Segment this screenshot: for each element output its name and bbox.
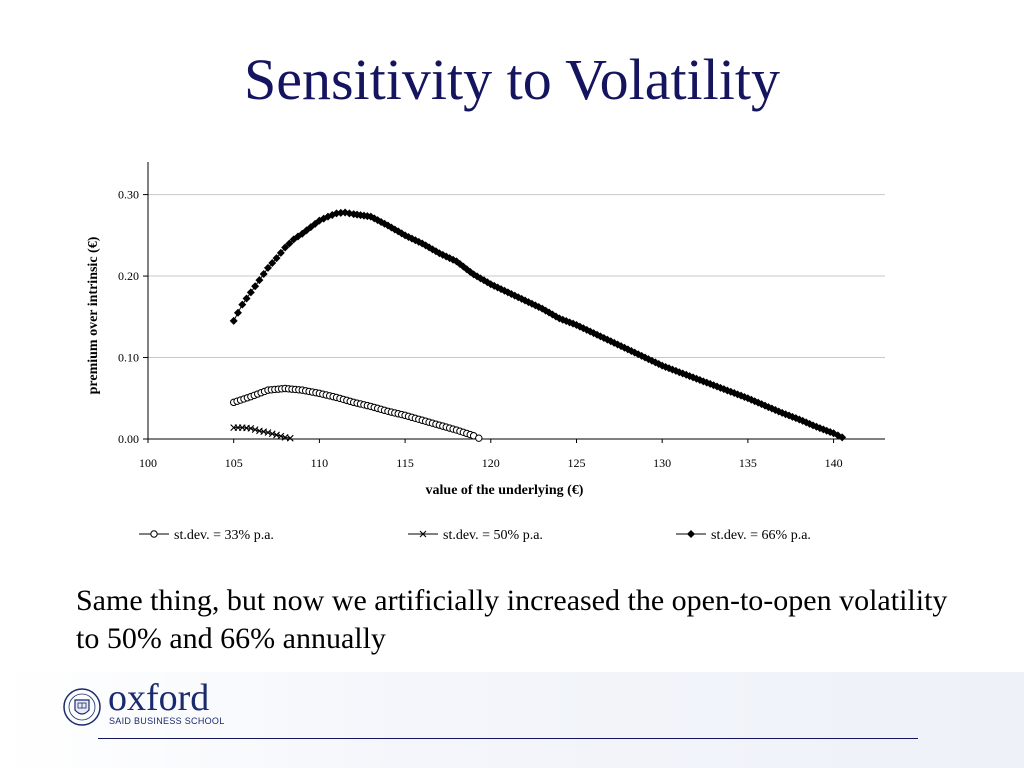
legend-label: st.dev. = 33% p.a.	[174, 528, 274, 543]
x-axis-title: value of the underlying (€)	[426, 483, 584, 498]
data-point	[268, 430, 276, 438]
data-point	[286, 434, 294, 442]
series-cross	[230, 424, 294, 442]
series-line	[233, 212, 843, 438]
footer-divider	[98, 738, 918, 739]
series-circle	[229, 384, 483, 442]
volatility-chart: 0.00 0.10 0.20 0.30 100 105 110 115 120 125 130 135…	[86, 162, 885, 543]
x-tick-label: 115	[396, 456, 414, 470]
series-diamond	[229, 208, 847, 442]
data-point	[435, 249, 444, 258]
y-tick-label: 0.10	[118, 351, 139, 365]
data-point	[268, 259, 277, 268]
data-point	[277, 432, 285, 440]
y-axis-title: premium over intrinsic (€)	[86, 236, 101, 394]
data-point	[247, 425, 255, 432]
x-tick-label: 130	[653, 456, 671, 470]
data-point	[259, 270, 268, 279]
legend-item: st.dev. = 50% p.a.	[408, 528, 543, 543]
legend: st.dev. = 33% p.a. st.dev. = 50% p.a. st.d…	[139, 528, 811, 543]
footer-band	[0, 672, 1024, 768]
legend-marker	[150, 530, 158, 538]
y-tick-label: 0.30	[118, 188, 139, 202]
axes	[143, 162, 885, 443]
data-point	[233, 308, 242, 317]
x-tick-label: 140	[825, 456, 843, 470]
data-point	[246, 288, 255, 297]
crest-icon	[63, 688, 101, 726]
data-point	[838, 433, 847, 442]
x-tick-label: 110	[311, 456, 329, 470]
data-point	[255, 276, 264, 285]
data-point	[229, 316, 238, 325]
legend-label: st.dev. = 66% p.a.	[711, 528, 811, 543]
data-point	[276, 248, 285, 257]
y-tick-label: 0.20	[118, 269, 139, 283]
y-tick-label: 0.00	[118, 432, 139, 446]
legend-item: st.dev. = 33% p.a.	[139, 528, 274, 543]
data-point	[272, 254, 281, 263]
data-point	[263, 263, 272, 272]
data-point	[238, 300, 247, 309]
logo-wordmark: oxford	[108, 677, 210, 719]
tick-labels: 0.00 0.10 0.20 0.30 100 105 110 115 120 125 130 135…	[118, 188, 843, 470]
legend-marker	[687, 530, 695, 538]
x-tick-label: 100	[139, 456, 157, 470]
data-point	[475, 434, 483, 442]
grid-lines	[148, 194, 885, 359]
data-point	[281, 243, 290, 252]
data-point	[285, 239, 294, 248]
data-point	[251, 426, 259, 434]
data-point	[273, 431, 280, 439]
data-point	[251, 282, 260, 291]
slide-title: Sensitivity to Volatility	[243, 47, 781, 112]
x-tick-label: 125	[567, 456, 585, 470]
data-series	[229, 208, 847, 442]
x-tick-label: 120	[482, 456, 500, 470]
data-point	[242, 294, 251, 303]
x-tick-label: 135	[739, 456, 757, 470]
legend-marker	[419, 530, 427, 538]
logo-subtitle: SAID BUSINESS SCHOOL	[109, 716, 225, 726]
oxford-logo: oxford SAID BUSINESS SCHOOL	[62, 678, 224, 734]
x-tick-label: 105	[225, 456, 243, 470]
data-point	[264, 429, 272, 436]
slide-body-text: Same thing, but now we artificially incr…	[76, 584, 948, 655]
legend-item: st.dev. = 66% p.a.	[676, 528, 811, 543]
legend-label: st.dev. = 50% p.a.	[443, 528, 543, 543]
